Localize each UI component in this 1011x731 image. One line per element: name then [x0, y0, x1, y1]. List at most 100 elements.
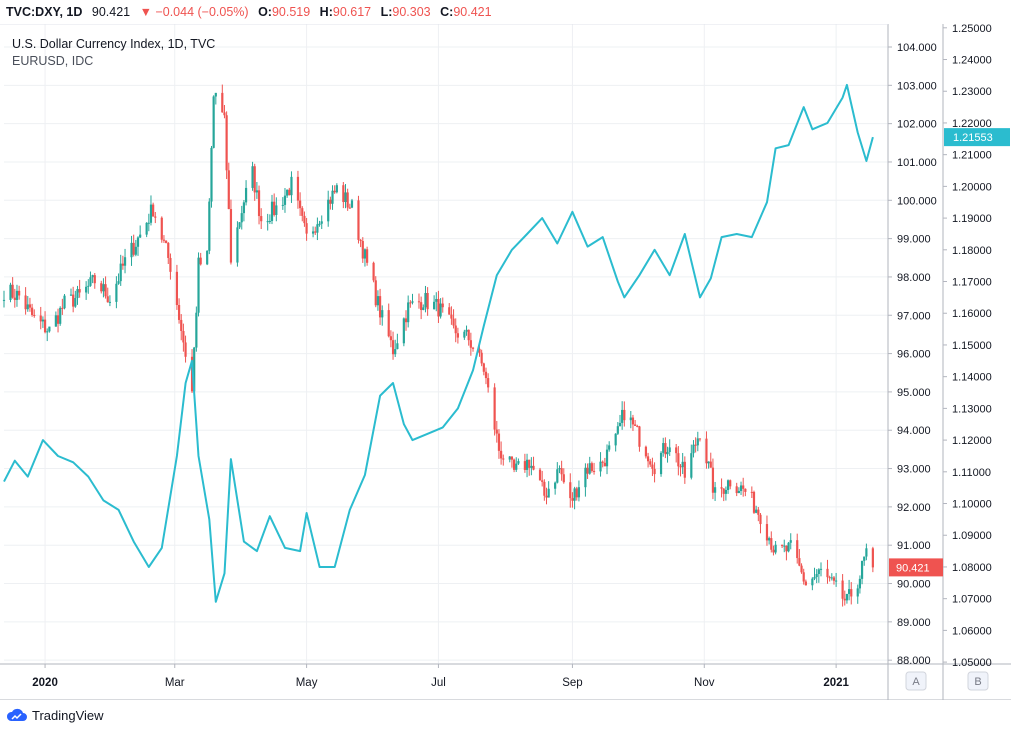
- candle-body: [132, 242, 135, 255]
- candle-body: [813, 577, 816, 579]
- candle-body: [378, 296, 382, 318]
- candle-body: [139, 234, 142, 238]
- legend-main-series[interactable]: U.S. Dollar Currency Index, 1D, TVC: [12, 37, 216, 51]
- candle-body: [41, 319, 45, 322]
- x-tick-label: Jul: [431, 677, 446, 689]
- candle-body: [206, 250, 209, 265]
- candle-body: [221, 92, 224, 113]
- candle-body: [357, 200, 360, 240]
- time-axis[interactable]: 2020 Mar May Jul Sep Nov 2021: [32, 664, 850, 689]
- y-right-tick-label: 1.11000: [952, 467, 991, 479]
- y-right-tick-label: 1.18000: [952, 245, 992, 257]
- candle-body: [465, 329, 468, 332]
- y-left-tick-label: 102.000: [897, 119, 937, 131]
- symbol-label[interactable]: TVC:DXY, 1D: [6, 5, 83, 19]
- candle-body: [757, 509, 760, 515]
- dxy-candles: [2, 84, 874, 607]
- candle-body: [260, 216, 263, 222]
- candle-body: [845, 593, 849, 601]
- candle-body: [573, 488, 576, 501]
- candle-body: [342, 185, 345, 203]
- candle-body: [515, 463, 518, 470]
- y-right-tick-label: 1.23000: [952, 86, 992, 98]
- price-chart[interactable]: 104.000 103.000 102.000 101.000 100.000 99.00…: [0, 24, 1011, 700]
- eurusd-price-badge-text: 1.21553: [953, 132, 993, 144]
- candle-body: [739, 485, 743, 491]
- candle-body: [694, 444, 697, 446]
- candle-body: [311, 231, 315, 234]
- candle-body: [165, 240, 168, 243]
- candle-body: [433, 301, 436, 310]
- dxy-price-badge: [889, 558, 943, 577]
- candle-body: [242, 202, 246, 214]
- y-left-tick-label: 95.000: [897, 387, 931, 399]
- candle-body: [497, 433, 501, 451]
- dxy-price-axis[interactable]: 104.000 103.000 102.000 101.000 100.000 99.00…: [888, 42, 937, 667]
- candle-body: [614, 433, 617, 446]
- candle-body: [420, 302, 423, 310]
- candle-body: [303, 215, 306, 224]
- candle-body: [238, 222, 241, 228]
- footer-brand[interactable]: TradingView: [6, 704, 104, 726]
- candle-body: [616, 426, 619, 434]
- y-left-tick-label: 94.000: [897, 425, 931, 437]
- candle-body: [78, 289, 81, 293]
- candle-body: [709, 461, 712, 468]
- candle-body: [229, 209, 233, 263]
- candle-body: [500, 450, 503, 459]
- candle-body: [768, 538, 771, 541]
- candle-body: [2, 299, 6, 301]
- candle-body: [404, 318, 408, 323]
- candle-body: [832, 577, 836, 581]
- low-value: 90.303: [392, 5, 431, 19]
- candle-body: [601, 461, 604, 463]
- eurusd-price-axis[interactable]: 1.25000 1.24000 1.23000 1.22000 1.21000 1.200…: [943, 24, 992, 669]
- candle-body: [772, 549, 775, 553]
- candle-body: [538, 469, 542, 481]
- candle-body: [482, 363, 485, 372]
- candle-body: [331, 190, 334, 204]
- candle-body: [512, 459, 516, 470]
- candle-body: [361, 241, 364, 259]
- candle-body: [244, 187, 248, 203]
- legend-compare-series[interactable]: EURUSD, IDC: [12, 54, 94, 68]
- candle-body: [666, 452, 669, 455]
- scale-button-a-label: A: [912, 676, 920, 688]
- candle-body: [847, 589, 851, 594]
- candle-body: [13, 297, 16, 300]
- candle-body: [236, 227, 239, 263]
- candle-body: [268, 220, 271, 222]
- candle-body: [584, 467, 587, 488]
- symbol-header: TVC:DXY, 1D 90.421 ▼ −0.044 (−0.05%) O:9…: [0, 0, 1011, 24]
- candle-body: [698, 438, 702, 440]
- candle-body: [63, 295, 66, 309]
- candle-body: [391, 340, 395, 355]
- candle-body: [374, 280, 377, 306]
- y-right-tick-label: 1.12000: [952, 435, 992, 447]
- candle-body: [675, 447, 678, 454]
- candle-body: [152, 204, 155, 217]
- candle-body: [629, 417, 632, 421]
- y-right-tick-label: 1.20000: [952, 181, 992, 193]
- y-right-tick-label: 1.17000: [952, 277, 992, 289]
- candle-body: [335, 185, 338, 193]
- candle-body: [707, 461, 710, 464]
- candle-body: [547, 488, 550, 498]
- y-right-tick-label: 1.09000: [952, 530, 992, 542]
- candle-body: [402, 318, 405, 344]
- candle-body: [599, 461, 602, 472]
- candle-body: [696, 438, 699, 446]
- candle-body: [266, 221, 269, 223]
- candle-body: [270, 201, 274, 221]
- candle-body: [46, 331, 49, 333]
- candle-body: [91, 275, 94, 278]
- vertical-gridlines: [44, 24, 837, 664]
- candle-body: [316, 224, 319, 233]
- candle-body: [180, 319, 183, 331]
- candle-body: [653, 468, 656, 475]
- candle-body: [649, 461, 652, 465]
- candle-body: [288, 189, 291, 196]
- candle-body: [783, 545, 786, 547]
- y-left-tick-label: 89.000: [897, 617, 931, 629]
